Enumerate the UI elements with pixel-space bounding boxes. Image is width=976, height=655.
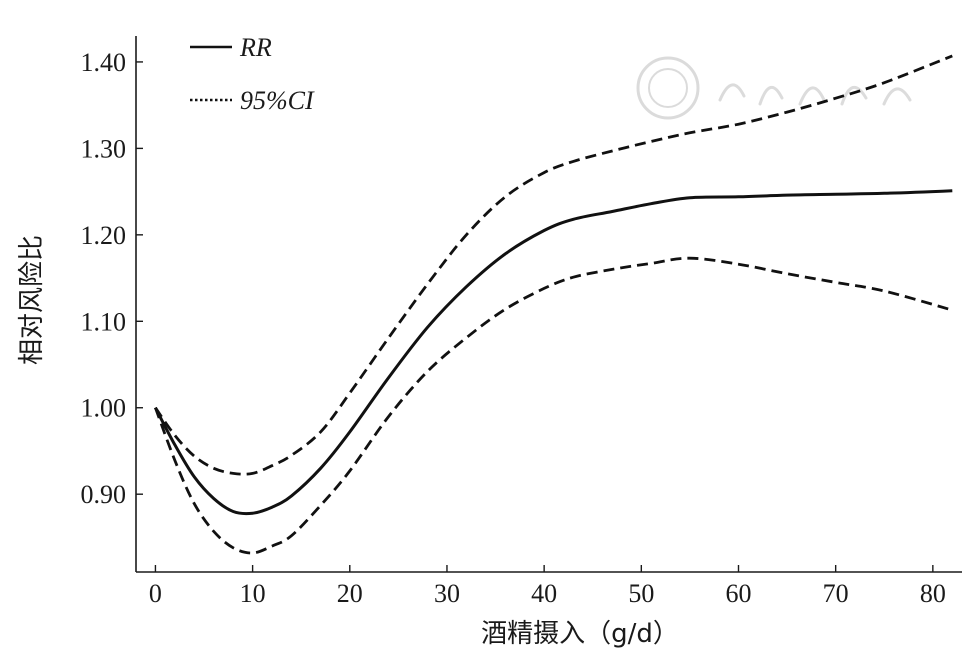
- watermark-script-icon: [718, 83, 912, 106]
- x-tick-label: 0: [149, 579, 162, 608]
- y-tick-label: 1.20: [81, 221, 127, 250]
- series-line-ci-upper: [154, 54, 953, 476]
- x-tick-label: 70: [823, 579, 849, 608]
- legend: RR 95%CI: [190, 33, 315, 115]
- x-tick-label: 10: [240, 579, 266, 608]
- y-tick-label: 1.10: [81, 307, 127, 336]
- watermark: [636, 56, 912, 120]
- x-tick-label: 50: [628, 579, 654, 608]
- x-tick-label: 20: [337, 579, 363, 608]
- x-tick-label: 30: [434, 579, 460, 608]
- series-line-rr: [154, 189, 953, 516]
- series-layer: [154, 54, 953, 555]
- x-axis-ticks: 0 10 20 30 40 50 60 70 80: [149, 565, 946, 608]
- watermark-seal-inner-icon: [648, 68, 688, 108]
- y-tick-label: 0.90: [81, 480, 127, 509]
- legend-label-rr: RR: [239, 33, 272, 62]
- y-tick-label: 1.40: [81, 48, 127, 77]
- x-tick-label: 40: [531, 579, 557, 608]
- y-tick-label: 1.00: [81, 394, 127, 423]
- watermark-seal-icon: [636, 56, 700, 120]
- y-axis-ticks: 0.90 1.00 1.10 1.20 1.30 1.40: [81, 48, 143, 509]
- y-tick-label: 1.30: [81, 134, 127, 163]
- series-line-ci-lower: [154, 256, 953, 555]
- y-axis-title: 相对风险比: [17, 235, 47, 365]
- legend-label-ci: 95%CI: [240, 86, 315, 115]
- x-tick-label: 80: [920, 579, 946, 608]
- x-axis-title: 酒精摄入（g/d）: [481, 619, 679, 649]
- x-tick-label: 60: [725, 579, 751, 608]
